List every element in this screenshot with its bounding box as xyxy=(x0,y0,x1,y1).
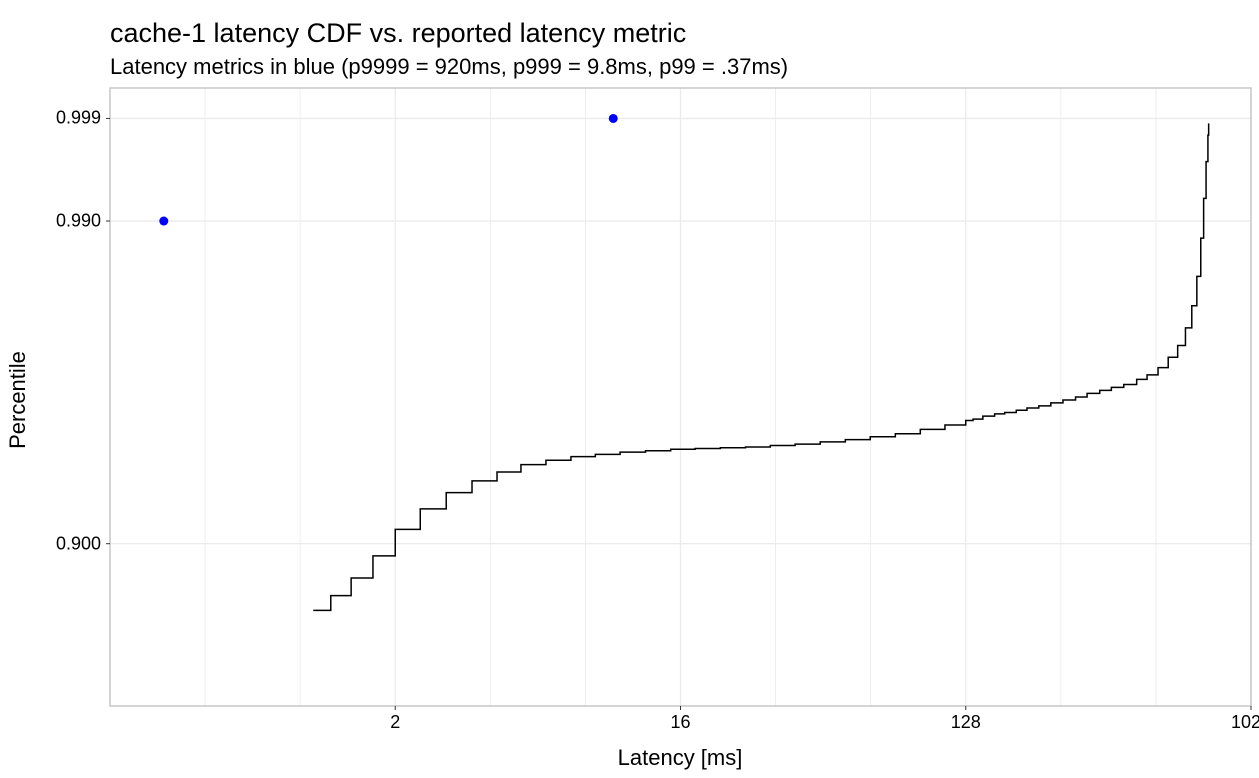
metric-point xyxy=(159,217,168,226)
x-tick-label: 128 xyxy=(951,712,981,733)
y-tick-label: 0.900 xyxy=(56,533,101,554)
y-tick-label: 0.990 xyxy=(56,211,101,232)
cdf-line xyxy=(313,123,1208,610)
x-tick-label: 1024 xyxy=(1231,712,1259,733)
plot-svg xyxy=(0,0,1259,778)
x-tick-label: 16 xyxy=(670,712,690,733)
metric-point xyxy=(609,114,618,123)
x-tick-label: 2 xyxy=(390,712,400,733)
y-tick-label: 0.999 xyxy=(56,108,101,129)
chart-container: cache-1 latency CDF vs. reported latency… xyxy=(0,0,1259,778)
